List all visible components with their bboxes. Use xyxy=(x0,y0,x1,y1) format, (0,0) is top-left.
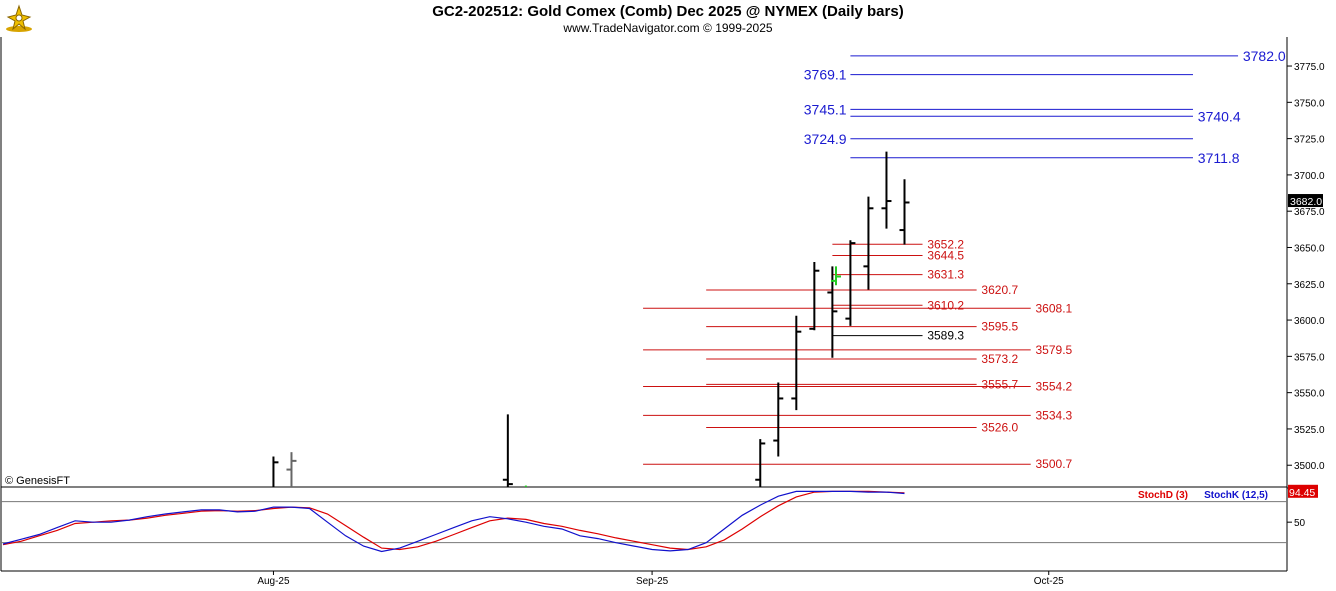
level-label: 3500.7 xyxy=(1036,457,1073,471)
time-tick-label: Sep-25 xyxy=(636,576,669,587)
stoch-tick-label: 50 xyxy=(1294,518,1306,529)
price-axis-panel[interactable] xyxy=(1287,37,1336,571)
price-axis: 3500.0 3525.0 3550.0 3575.0 3600.0 3625.0 3650… xyxy=(1287,62,1325,472)
watermark: © GenesisFT xyxy=(5,475,70,487)
price-tick-label: 3775.0 xyxy=(1294,62,1325,73)
price-tick-label: 3575.0 xyxy=(1294,352,1325,363)
price-tick-label: 3650.0 xyxy=(1294,243,1325,254)
price-tick-label: 3750.0 xyxy=(1294,98,1325,109)
price-tick-label: 3500.0 xyxy=(1294,461,1325,472)
level-label: 3534.3 xyxy=(1036,408,1073,422)
level-label: 3555.7 xyxy=(981,377,1018,391)
level-label: 3620.7 xyxy=(981,283,1018,297)
price-tick-label: 3725.0 xyxy=(1294,135,1325,146)
price-tick-label: 3675.0 xyxy=(1294,207,1325,218)
time-axis-panel[interactable] xyxy=(0,571,1336,591)
chart-header: GC2-202512: Gold Comex (Comb) Dec 2025 @… xyxy=(0,0,1336,37)
price-tick-label: 3525.0 xyxy=(1294,425,1325,436)
stochastic-panel: 10050StochD (3)StochK (12,5)94.45 xyxy=(1,484,1318,553)
stochk-series-line xyxy=(2,490,905,553)
stoch-value-label: 94.45 xyxy=(1289,487,1315,499)
level-label: 3608.1 xyxy=(1036,301,1073,315)
level-label: 3740.4 xyxy=(1198,108,1241,124)
level-label: 3589.3 xyxy=(927,329,964,343)
level-label: 3526.0 xyxy=(981,420,1018,434)
level-label: 3610.2 xyxy=(927,298,964,312)
chart-subtitle: www.TradeNavigator.com © 1999-2025 xyxy=(563,21,773,35)
level-label: 3782.0 xyxy=(1243,48,1286,64)
level-label: 3644.5 xyxy=(927,248,964,262)
stochd-series-line xyxy=(2,490,905,551)
level-label: 3652.2 xyxy=(927,237,964,251)
price-tick-label: 3600.0 xyxy=(1294,316,1325,327)
time-tick-label: Oct-25 xyxy=(1034,576,1064,587)
chart-title: GC2-202512: Gold Comex (Comb) Dec 2025 @… xyxy=(432,3,904,20)
stoch-legend-entry: StochD (3) xyxy=(1138,490,1188,501)
price-bars xyxy=(272,151,910,487)
price-levels: 3782.0 3769.1 3745.1 3740.4 3724.9 3711.8 3652… xyxy=(643,48,1286,471)
price-tick-label: 3625.0 xyxy=(1294,280,1325,291)
level-label: 3724.9 xyxy=(804,131,847,147)
level-label: 3711.8 xyxy=(1198,150,1240,166)
time-axis: Aug-25 Sep-25 Oct-25 xyxy=(257,571,1064,587)
stoch-legend-entry: StochK (12,5) xyxy=(1204,490,1268,501)
price-tick-label: 3700.0 xyxy=(1294,171,1325,182)
level-label: 3745.1 xyxy=(804,101,847,117)
price-tick-label: 3550.0 xyxy=(1294,389,1325,400)
level-label: 3573.2 xyxy=(981,352,1018,366)
level-label: 3631.3 xyxy=(927,268,964,282)
level-label: 3554.2 xyxy=(1036,380,1073,394)
level-label: 3769.1 xyxy=(804,67,847,83)
time-tick-label: Aug-25 xyxy=(257,576,290,587)
last-price-label: 3682.0 xyxy=(1290,196,1322,208)
genesis-logo-icon xyxy=(6,4,32,32)
level-label: 3579.5 xyxy=(1036,343,1073,357)
stoch-value-badge xyxy=(1288,484,1318,498)
level-label: 3595.5 xyxy=(981,320,1018,334)
last-price-badge: 3682.0 xyxy=(1288,194,1323,208)
